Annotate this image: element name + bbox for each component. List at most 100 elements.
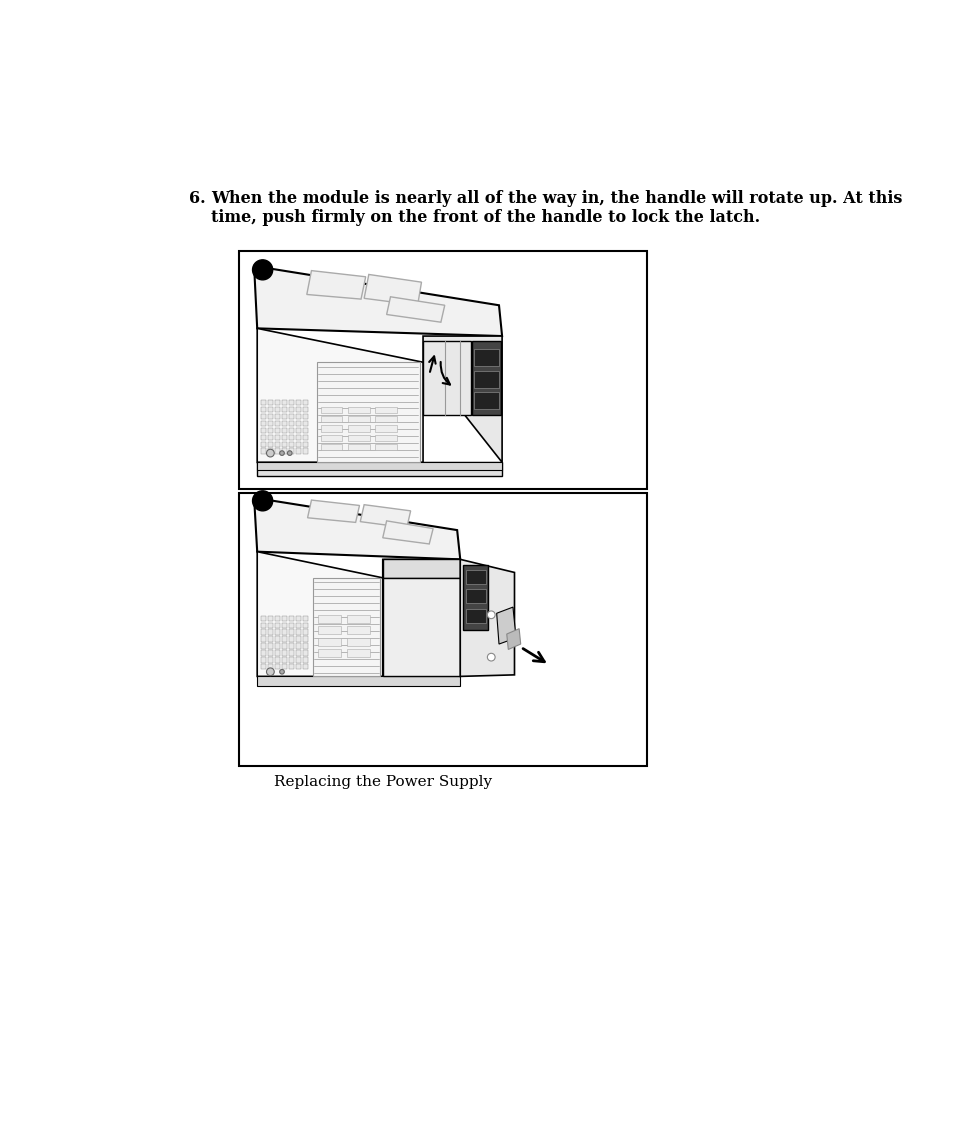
- Polygon shape: [274, 435, 280, 440]
- Polygon shape: [282, 428, 287, 433]
- Polygon shape: [268, 442, 274, 447]
- Polygon shape: [375, 406, 396, 413]
- Polygon shape: [474, 371, 498, 388]
- Polygon shape: [289, 637, 294, 641]
- Polygon shape: [303, 650, 308, 656]
- Polygon shape: [295, 657, 301, 663]
- Bar: [239, 493, 646, 766]
- Polygon shape: [348, 416, 369, 423]
- Polygon shape: [497, 607, 516, 643]
- Polygon shape: [307, 500, 359, 522]
- Polygon shape: [282, 413, 287, 419]
- Circle shape: [287, 451, 292, 456]
- Polygon shape: [261, 616, 266, 621]
- Polygon shape: [261, 637, 266, 641]
- Polygon shape: [295, 413, 301, 419]
- Polygon shape: [303, 630, 308, 634]
- Text: Replacing the Power Supply: Replacing the Power Supply: [274, 775, 492, 789]
- Polygon shape: [268, 664, 274, 670]
- Polygon shape: [289, 664, 294, 670]
- Polygon shape: [289, 616, 294, 621]
- Polygon shape: [382, 578, 459, 677]
- Polygon shape: [303, 449, 308, 453]
- Circle shape: [487, 611, 495, 618]
- Polygon shape: [261, 650, 266, 656]
- Polygon shape: [257, 552, 382, 677]
- Polygon shape: [274, 623, 280, 627]
- Polygon shape: [320, 435, 342, 441]
- Polygon shape: [282, 449, 287, 453]
- Polygon shape: [268, 616, 274, 621]
- Polygon shape: [268, 406, 274, 412]
- Polygon shape: [303, 435, 308, 440]
- Polygon shape: [303, 637, 308, 641]
- Polygon shape: [375, 416, 396, 423]
- Polygon shape: [317, 615, 340, 623]
- Polygon shape: [382, 560, 459, 578]
- Polygon shape: [268, 630, 274, 634]
- Polygon shape: [316, 362, 419, 463]
- Polygon shape: [289, 428, 294, 433]
- Polygon shape: [268, 637, 274, 641]
- Polygon shape: [261, 413, 266, 419]
- Polygon shape: [274, 442, 280, 447]
- Polygon shape: [422, 341, 471, 414]
- Polygon shape: [295, 643, 301, 649]
- Polygon shape: [257, 677, 459, 686]
- Polygon shape: [307, 270, 365, 299]
- Text: When the module is nearly all of the way in, the handle will rotate up. At this
: When the module is nearly all of the way…: [211, 190, 902, 227]
- Polygon shape: [261, 643, 266, 649]
- Polygon shape: [317, 649, 340, 657]
- Polygon shape: [253, 266, 501, 337]
- Polygon shape: [382, 560, 459, 677]
- Polygon shape: [386, 297, 444, 322]
- Polygon shape: [282, 406, 287, 412]
- Polygon shape: [459, 560, 514, 677]
- Polygon shape: [317, 626, 340, 634]
- Polygon shape: [274, 413, 280, 419]
- Polygon shape: [282, 643, 287, 649]
- Polygon shape: [289, 413, 294, 419]
- Polygon shape: [348, 435, 369, 441]
- Polygon shape: [282, 664, 287, 670]
- Polygon shape: [268, 449, 274, 453]
- Polygon shape: [282, 650, 287, 656]
- Polygon shape: [303, 623, 308, 627]
- Polygon shape: [289, 449, 294, 453]
- Polygon shape: [261, 428, 266, 433]
- Polygon shape: [268, 657, 274, 663]
- Polygon shape: [465, 609, 485, 623]
- Polygon shape: [261, 657, 266, 663]
- Circle shape: [279, 670, 284, 674]
- Text: 6.: 6.: [189, 190, 206, 207]
- Polygon shape: [320, 416, 342, 423]
- Polygon shape: [295, 650, 301, 656]
- Polygon shape: [261, 623, 266, 627]
- Polygon shape: [320, 406, 342, 413]
- Polygon shape: [375, 444, 396, 450]
- Polygon shape: [268, 428, 274, 433]
- Polygon shape: [289, 623, 294, 627]
- Polygon shape: [320, 426, 342, 432]
- Circle shape: [253, 260, 273, 279]
- Polygon shape: [347, 649, 370, 657]
- Polygon shape: [268, 643, 274, 649]
- Polygon shape: [320, 444, 342, 450]
- Circle shape: [253, 491, 273, 511]
- Polygon shape: [261, 449, 266, 453]
- Bar: [239, 252, 646, 489]
- Polygon shape: [347, 626, 370, 634]
- Polygon shape: [274, 400, 280, 405]
- Polygon shape: [274, 643, 280, 649]
- Polygon shape: [295, 428, 301, 433]
- Circle shape: [266, 449, 274, 457]
- Polygon shape: [274, 657, 280, 663]
- Polygon shape: [303, 406, 308, 412]
- Polygon shape: [274, 428, 280, 433]
- Polygon shape: [282, 400, 287, 405]
- Polygon shape: [303, 400, 308, 405]
- Polygon shape: [282, 623, 287, 627]
- Polygon shape: [303, 643, 308, 649]
- Polygon shape: [465, 590, 485, 603]
- Polygon shape: [274, 637, 280, 641]
